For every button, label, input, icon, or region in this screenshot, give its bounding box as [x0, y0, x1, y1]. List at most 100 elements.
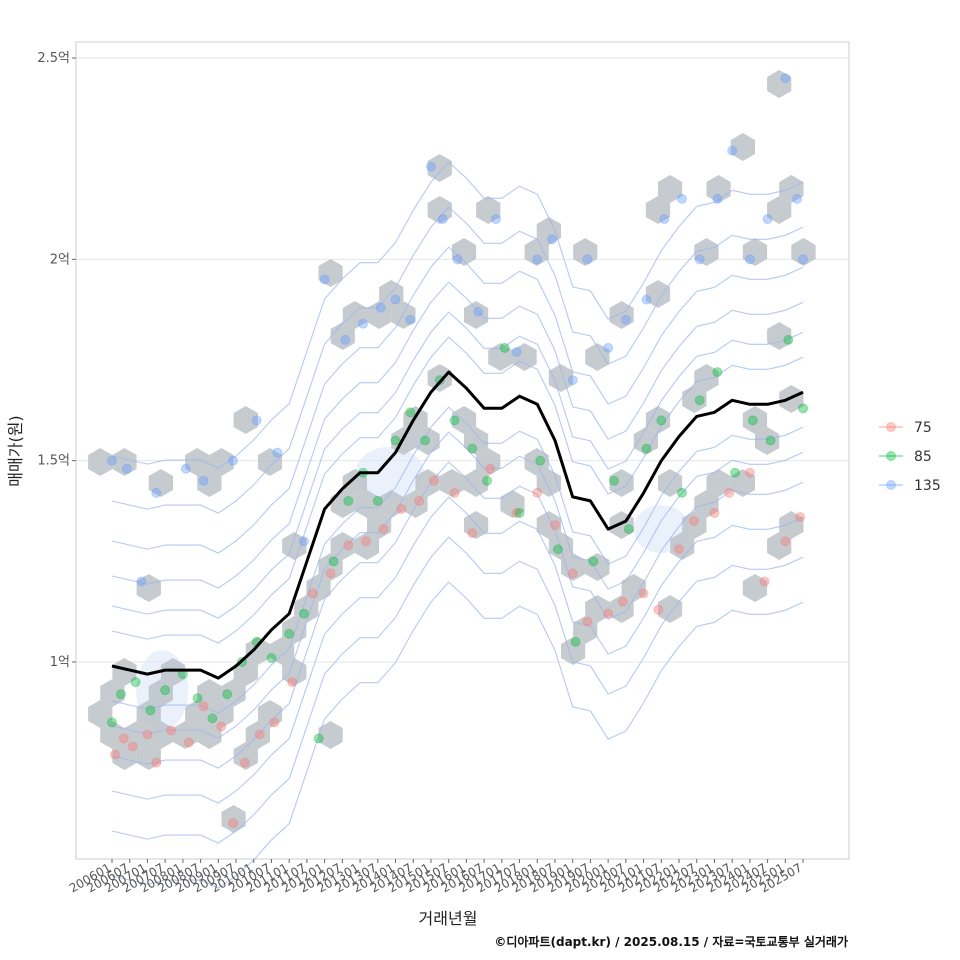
scatter-point-85 — [588, 556, 599, 567]
scatter-point-75 — [428, 475, 439, 486]
density-contour — [111, 206, 804, 514]
scatter-point-135 — [727, 145, 738, 156]
scatter-point-75 — [239, 757, 250, 768]
scatter-point-75 — [325, 568, 336, 579]
trend-line — [111, 370, 804, 680]
scatter-point-85 — [192, 693, 203, 704]
scatter-point-135 — [490, 214, 501, 225]
scatter-point-85 — [656, 415, 667, 426]
legend-label: 75 — [914, 420, 932, 436]
hexbin-cell — [415, 469, 440, 497]
density-contour — [111, 461, 804, 769]
scatter-point-135 — [121, 463, 132, 474]
hexbin-cell — [197, 721, 222, 749]
scatter-point-85 — [783, 334, 794, 345]
hexbin-cell — [318, 721, 343, 749]
scatter-point-75 — [228, 818, 239, 829]
hexbin-cell — [464, 427, 489, 455]
hexbin-cell — [427, 364, 452, 392]
hexbin-cell — [124, 721, 149, 749]
hexbin-cell — [233, 406, 258, 434]
scatter-point-75 — [216, 721, 227, 732]
scatter-point-75 — [467, 528, 478, 539]
scatter-point-85 — [222, 689, 233, 700]
hexbin-cell — [112, 448, 137, 476]
density-contour — [111, 281, 804, 589]
hexbin-cell — [427, 196, 452, 224]
y-tick-label: 2.5억 — [37, 51, 70, 66]
hexbin-cell — [476, 196, 501, 224]
hexbin-cell — [476, 448, 501, 476]
hexbin-cell — [148, 469, 173, 497]
scatter-point-75 — [166, 725, 177, 736]
scatter-point-85 — [284, 628, 295, 639]
hexbin-cell — [439, 469, 464, 497]
hexbin-cell — [779, 511, 804, 539]
legend-label: 85 — [914, 449, 932, 465]
scatter-point-75 — [674, 544, 685, 555]
density-core — [355, 446, 424, 499]
scatter-point-75 — [118, 733, 129, 744]
scatter-point-135 — [198, 475, 209, 486]
scatter-point-75 — [109, 749, 120, 760]
scatter-point-135 — [473, 306, 484, 317]
scatter-point-85 — [747, 415, 758, 426]
hexbin-cell — [354, 490, 380, 518]
scatter-point-85 — [765, 435, 776, 446]
scatter-point-75 — [151, 757, 162, 768]
hexbin-cell — [755, 427, 780, 455]
hexbin-cell — [427, 154, 452, 182]
scatter-point-85 — [570, 636, 581, 647]
scatter-point-75 — [307, 588, 318, 599]
hexbin-cell — [585, 553, 610, 581]
legend-key-marker — [886, 451, 896, 461]
hexbin-cell — [464, 469, 489, 497]
hexbin-cell — [100, 679, 125, 707]
hexbin-cell — [330, 532, 355, 560]
chart-caption: ©디아파트(dapt.kr) / 2025.08.15 / 자료=국토교통부 실… — [494, 934, 848, 949]
scatter-point-135 — [340, 334, 351, 345]
scatter-point-75 — [780, 536, 791, 547]
scatter-point-75 — [603, 608, 614, 619]
hexbin-cell — [112, 742, 137, 770]
scatter-point-85 — [552, 544, 563, 555]
hexbin-cell — [330, 322, 355, 350]
scatter-point-75 — [511, 508, 522, 519]
scatter-point-135 — [620, 314, 631, 325]
hexbin-cell — [524, 448, 549, 476]
hexbin-cell — [451, 238, 477, 266]
hexbin-cell — [354, 532, 380, 560]
hexbin-cell — [682, 511, 707, 539]
hexbin-cell — [379, 280, 404, 308]
scatter-point-85 — [343, 495, 354, 506]
scatter-point-75 — [396, 503, 407, 514]
hexbin-cell — [185, 700, 210, 728]
scatter-point-85 — [499, 342, 510, 353]
scatter-point-75 — [795, 512, 806, 523]
scatter-point-85 — [115, 689, 126, 700]
scatter-point-135 — [547, 234, 558, 245]
scatter-point-135 — [251, 415, 262, 426]
scatter-point-75 — [582, 616, 593, 627]
hexbin-cell — [318, 259, 343, 287]
hexbin-cell — [645, 196, 671, 224]
hexbin-cell — [621, 574, 646, 602]
scatter-point-135 — [298, 536, 309, 547]
scatter-point-135 — [676, 193, 687, 204]
hexbin-cell — [742, 238, 768, 266]
scatter-point-135 — [405, 314, 416, 325]
hexbin-cell — [767, 196, 792, 224]
scatter-point-135 — [532, 254, 543, 265]
scatter-point-135 — [582, 254, 593, 265]
y-axis-title: 매매가(원) — [6, 415, 25, 486]
hexbin-cell — [148, 679, 173, 707]
scatter-point-75 — [759, 576, 770, 587]
scatter-point-75 — [744, 467, 755, 478]
scatter-point-75 — [127, 741, 138, 752]
scatter-point-135 — [375, 302, 386, 313]
hexbin-cell — [270, 637, 295, 665]
hexbin-cell — [670, 532, 695, 560]
hexbin-cell — [342, 469, 367, 497]
hexbin-cell — [160, 658, 186, 686]
